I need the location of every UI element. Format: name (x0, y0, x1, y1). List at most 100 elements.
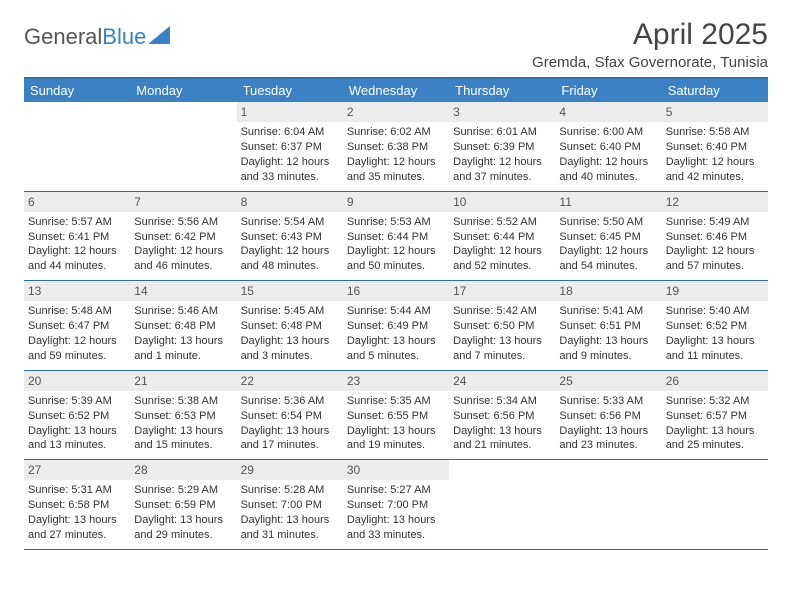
daylight-line: Daylight: 13 hours and 9 minutes. (559, 334, 657, 364)
calendar-empty-cell: . (662, 460, 768, 549)
calendar-day-cell: 24Sunrise: 5:34 AMSunset: 6:56 PMDayligh… (449, 371, 555, 460)
calendar-empty-cell: . (130, 102, 236, 191)
calendar-day-cell: 3Sunrise: 6:01 AMSunset: 6:39 PMDaylight… (449, 102, 555, 191)
day-number: 29 (237, 460, 343, 480)
sunrise-line: Sunrise: 5:50 AM (559, 215, 657, 230)
day-number: 20 (24, 371, 130, 391)
day-number: 7 (130, 192, 236, 212)
sunrise-line: Sunrise: 5:38 AM (134, 394, 232, 409)
daylight-line: Daylight: 12 hours and 48 minutes. (241, 244, 339, 274)
day-number: 23 (343, 371, 449, 391)
calendar-day-cell: 15Sunrise: 5:45 AMSunset: 6:48 PMDayligh… (237, 281, 343, 370)
sunset-line: Sunset: 6:37 PM (241, 140, 339, 155)
calendar-day-cell: 5Sunrise: 5:58 AMSunset: 6:40 PMDaylight… (662, 102, 768, 191)
daylight-line: Daylight: 13 hours and 1 minute. (134, 334, 232, 364)
calendar-day-cell: 12Sunrise: 5:49 AMSunset: 6:46 PMDayligh… (662, 192, 768, 281)
sunset-line: Sunset: 6:47 PM (28, 319, 126, 334)
day-number: 4 (555, 102, 661, 122)
sunrise-line: Sunrise: 5:45 AM (241, 304, 339, 319)
daylight-line: Daylight: 13 hours and 3 minutes. (241, 334, 339, 364)
sunrise-line: Sunrise: 5:39 AM (28, 394, 126, 409)
sunset-line: Sunset: 6:44 PM (453, 230, 551, 245)
daylight-line: Daylight: 13 hours and 19 minutes. (347, 424, 445, 454)
calendar-day-cell: 17Sunrise: 5:42 AMSunset: 6:50 PMDayligh… (449, 281, 555, 370)
daylight-line: Daylight: 12 hours and 33 minutes. (241, 155, 339, 185)
calendar-empty-cell: . (555, 460, 661, 549)
day-number: 1 (237, 102, 343, 122)
sunrise-line: Sunrise: 5:49 AM (666, 215, 764, 230)
daylight-line: Daylight: 13 hours and 15 minutes. (134, 424, 232, 454)
day-number: 16 (343, 281, 449, 301)
sunrise-line: Sunrise: 5:35 AM (347, 394, 445, 409)
calendar-day-cell: 28Sunrise: 5:29 AMSunset: 6:59 PMDayligh… (130, 460, 236, 549)
sunset-line: Sunset: 6:57 PM (666, 409, 764, 424)
sunrise-line: Sunrise: 5:44 AM (347, 304, 445, 319)
sunset-line: Sunset: 6:44 PM (347, 230, 445, 245)
sunrise-line: Sunrise: 6:00 AM (559, 125, 657, 140)
daylight-line: Daylight: 12 hours and 59 minutes. (28, 334, 126, 364)
sunset-line: Sunset: 6:43 PM (241, 230, 339, 245)
sunrise-line: Sunrise: 5:54 AM (241, 215, 339, 230)
sunset-line: Sunset: 6:48 PM (134, 319, 232, 334)
daylight-line: Daylight: 13 hours and 33 minutes. (347, 513, 445, 543)
calendar-day-cell: 4Sunrise: 6:00 AMSunset: 6:40 PMDaylight… (555, 102, 661, 191)
calendar-week-row: 13Sunrise: 5:48 AMSunset: 6:47 PMDayligh… (24, 281, 768, 371)
sunrise-line: Sunrise: 5:58 AM (666, 125, 764, 140)
sunrise-line: Sunrise: 5:32 AM (666, 394, 764, 409)
sunrise-line: Sunrise: 6:02 AM (347, 125, 445, 140)
daylight-line: Daylight: 12 hours and 57 minutes. (666, 244, 764, 274)
calendar-day-cell: 6Sunrise: 5:57 AMSunset: 6:41 PMDaylight… (24, 192, 130, 281)
calendar-day-cell: 11Sunrise: 5:50 AMSunset: 6:45 PMDayligh… (555, 192, 661, 281)
sunset-line: Sunset: 6:52 PM (666, 319, 764, 334)
day-number: 2 (343, 102, 449, 122)
day-number: 19 (662, 281, 768, 301)
daylight-line: Daylight: 13 hours and 13 minutes. (28, 424, 126, 454)
calendar-week-row: 27Sunrise: 5:31 AMSunset: 6:58 PMDayligh… (24, 460, 768, 550)
calendar-week-row: 6Sunrise: 5:57 AMSunset: 6:41 PMDaylight… (24, 192, 768, 282)
daylight-line: Daylight: 13 hours and 27 minutes. (28, 513, 126, 543)
sunrise-line: Sunrise: 5:28 AM (241, 483, 339, 498)
title-block: April 2025 Gremda, Sfax Governorate, Tun… (532, 18, 768, 71)
day-number: 17 (449, 281, 555, 301)
weekday-header-row: SundayMondayTuesdayWednesdayThursdayFrid… (24, 79, 768, 102)
sunset-line: Sunset: 6:49 PM (347, 319, 445, 334)
sunrise-line: Sunrise: 5:48 AM (28, 304, 126, 319)
sunset-line: Sunset: 6:59 PM (134, 498, 232, 513)
calendar-day-cell: 29Sunrise: 5:28 AMSunset: 7:00 PMDayligh… (237, 460, 343, 549)
weekday-header-cell: Friday (555, 79, 661, 102)
sunset-line: Sunset: 6:40 PM (559, 140, 657, 155)
calendar-day-cell: 18Sunrise: 5:41 AMSunset: 6:51 PMDayligh… (555, 281, 661, 370)
weekday-header-cell: Monday (130, 79, 236, 102)
daylight-line: Daylight: 13 hours and 29 minutes. (134, 513, 232, 543)
daylight-line: Daylight: 13 hours and 11 minutes. (666, 334, 764, 364)
sunset-line: Sunset: 6:45 PM (559, 230, 657, 245)
day-number: 9 (343, 192, 449, 212)
calendar-day-cell: 27Sunrise: 5:31 AMSunset: 6:58 PMDayligh… (24, 460, 130, 549)
day-number: 25 (555, 371, 661, 391)
sunrise-line: Sunrise: 5:53 AM (347, 215, 445, 230)
sunset-line: Sunset: 6:39 PM (453, 140, 551, 155)
sunrise-line: Sunrise: 5:36 AM (241, 394, 339, 409)
calendar-day-cell: 10Sunrise: 5:52 AMSunset: 6:44 PMDayligh… (449, 192, 555, 281)
sunset-line: Sunset: 6:38 PM (347, 140, 445, 155)
day-number: 18 (555, 281, 661, 301)
calendar-day-cell: 23Sunrise: 5:35 AMSunset: 6:55 PMDayligh… (343, 371, 449, 460)
daylight-line: Daylight: 12 hours and 52 minutes. (453, 244, 551, 274)
calendar-day-cell: 2Sunrise: 6:02 AMSunset: 6:38 PMDaylight… (343, 102, 449, 191)
logo-text-blue: Blue (102, 24, 146, 50)
sunset-line: Sunset: 6:50 PM (453, 319, 551, 334)
day-number: 8 (237, 192, 343, 212)
day-number: 12 (662, 192, 768, 212)
sunrise-line: Sunrise: 5:46 AM (134, 304, 232, 319)
sunrise-line: Sunrise: 5:56 AM (134, 215, 232, 230)
day-number: 15 (237, 281, 343, 301)
calendar-day-cell: 7Sunrise: 5:56 AMSunset: 6:42 PMDaylight… (130, 192, 236, 281)
weekday-header-cell: Sunday (24, 79, 130, 102)
sunrise-line: Sunrise: 5:33 AM (559, 394, 657, 409)
weekday-header-cell: Thursday (449, 79, 555, 102)
calendar-day-cell: 8 Sunrise: 5:54 AMSunset: 6:43 PMDaylight… (237, 192, 343, 281)
calendar-week-row: 20Sunrise: 5:39 AMSunset: 6:52 PMDayligh… (24, 371, 768, 461)
daylight-line: Daylight: 13 hours and 7 minutes. (453, 334, 551, 364)
calendar-empty-cell: . (449, 460, 555, 549)
sunrise-line: Sunrise: 5:31 AM (28, 483, 126, 498)
